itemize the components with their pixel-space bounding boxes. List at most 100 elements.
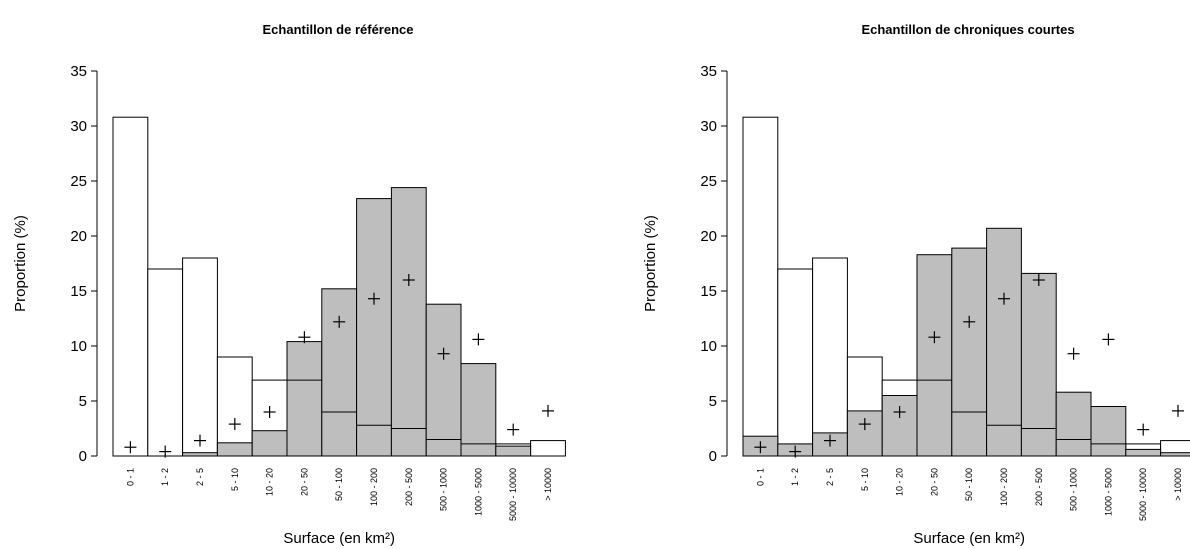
plus-marker	[998, 292, 1010, 305]
reference-bar	[216, 356, 253, 457]
sample-bar	[1125, 448, 1162, 457]
x-tick-label: 0 - 1	[755, 468, 765, 486]
plus-marker	[542, 404, 554, 417]
plus-marker	[298, 331, 311, 344]
x-axis-label: Surface (en km²)	[283, 530, 395, 547]
y-tick-label: 20	[700, 228, 717, 245]
x-tick-label: 20 - 50	[299, 468, 309, 496]
y-tick-label: 25	[70, 173, 87, 190]
plus-marker	[402, 274, 415, 286]
plus-marker	[858, 418, 871, 431]
sample-bar	[986, 227, 1022, 457]
reference-bar	[147, 268, 184, 457]
reference-bar	[530, 440, 566, 457]
plus-marker	[472, 333, 485, 346]
sample-bar	[951, 247, 988, 457]
y-tick-label: 10	[70, 338, 87, 355]
y-tick-label: 30	[700, 118, 717, 135]
x-tick-label: > 10000	[1173, 468, 1183, 501]
y-tick-label: 0	[79, 448, 87, 465]
plus-marker	[124, 441, 137, 454]
sample-bar	[390, 187, 427, 457]
y-tick-label: 5	[79, 393, 87, 410]
chart-panel-1: Echantillon de référence 0 5 10 15 20 25 30 35 Pr…	[12, 22, 566, 547]
plus-marker	[893, 406, 906, 418]
x-tick-label: 1 - 2	[160, 468, 170, 486]
x-tick-label: 5 - 10	[860, 468, 870, 491]
sample-bar	[321, 288, 358, 457]
x-tick-label: 50 - 100	[964, 468, 974, 501]
reference-bar	[182, 257, 218, 457]
x-tick-label: 100 - 200	[999, 468, 1009, 506]
sample-bar	[1090, 406, 1127, 457]
x-tick-label: > 10000	[543, 468, 553, 501]
sample-bar	[356, 198, 392, 457]
x-tick-label: 5000 - 10000	[508, 468, 518, 521]
sample-bar	[1055, 391, 1092, 457]
x-tick-label: 500 - 1000	[1069, 468, 1079, 511]
x-tick-label: 5 - 10	[230, 468, 240, 491]
y-tick-label: 20	[70, 228, 87, 245]
y-tick-label: 35	[700, 63, 717, 80]
x-tick-label: 50 - 100	[334, 468, 344, 501]
plus-marker	[1032, 274, 1045, 286]
plus-marker	[159, 445, 172, 458]
plus-marker	[754, 441, 767, 454]
plus-marker	[194, 434, 206, 447]
plus-marker	[333, 315, 346, 328]
x-tick-label: 200 - 500	[1034, 468, 1044, 506]
plus-marker	[1172, 404, 1184, 417]
y-tick-label: 30	[70, 118, 87, 135]
x-tick-label: 10 - 20	[265, 468, 275, 496]
chart-title: Echantillon de chroniques courtes	[861, 22, 1074, 37]
plus-marker	[263, 406, 276, 418]
plus-marker	[507, 423, 520, 436]
x-tick-label: 1000 - 5000	[473, 468, 483, 516]
sample-bar	[251, 430, 288, 457]
y-tick-label: 25	[700, 173, 717, 190]
plus-marker	[437, 347, 450, 360]
reference-bar	[812, 257, 848, 457]
y-tick-label: 15	[70, 283, 87, 300]
x-tick-label: 500 - 1000	[439, 468, 449, 511]
reference-bar	[777, 268, 814, 457]
plus-marker	[789, 445, 802, 458]
plus-marker	[1067, 347, 1080, 360]
sample-bar	[846, 410, 883, 457]
chart-title: Echantillon de référence	[263, 22, 414, 37]
y-axis-label: Proportion (%)	[12, 215, 29, 312]
plus-marker	[928, 331, 941, 344]
plus-marker	[1102, 333, 1115, 346]
plus-marker	[368, 292, 380, 305]
sample-bar	[216, 442, 253, 457]
x-tick-label: 5000 - 10000	[1138, 468, 1148, 521]
x-tick-label: 2 - 5	[195, 468, 205, 486]
sample-bar	[881, 395, 918, 457]
sample-bar	[495, 445, 532, 457]
y-tick-label: 35	[70, 63, 87, 80]
x-tick-label: 200 - 500	[404, 468, 414, 506]
x-tick-label: 1000 - 5000	[1103, 468, 1113, 516]
sample-bar	[1020, 272, 1057, 457]
x-tick-label: 100 - 200	[369, 468, 379, 506]
x-tick-label: 10 - 20	[895, 468, 905, 496]
y-tick-label: 0	[709, 448, 717, 465]
y-tick-label: 10	[700, 338, 717, 355]
x-tick-label: 1 - 2	[790, 468, 800, 486]
y-tick-label: 15	[700, 283, 717, 300]
plus-marker	[1137, 423, 1150, 436]
x-tick-label: 20 - 50	[929, 468, 939, 496]
y-axis-label: Proportion (%)	[642, 215, 659, 312]
sample-bar	[916, 254, 953, 457]
reference-bar	[742, 116, 779, 457]
sample-bar	[286, 341, 323, 457]
x-axis-label: Surface (en km²)	[913, 530, 1025, 547]
y-tick-label: 5	[709, 393, 717, 410]
sample-bar	[460, 363, 497, 457]
x-tick-label: 2 - 5	[825, 468, 835, 486]
plus-marker	[824, 434, 836, 447]
sample-bar	[425, 303, 462, 457]
chart-panel-2: Echantillon de chroniques courtes 0 5 10 15 2…	[642, 22, 1190, 547]
